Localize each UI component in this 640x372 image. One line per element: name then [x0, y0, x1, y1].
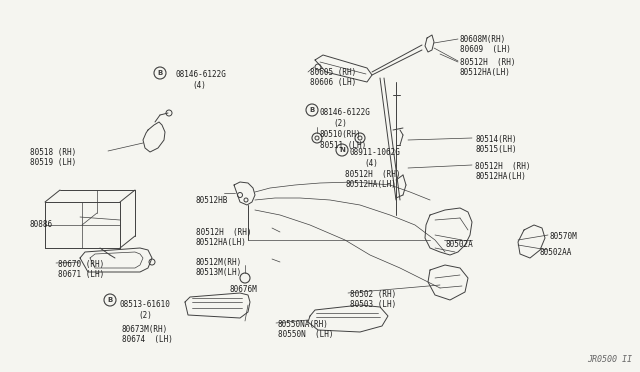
Text: 80518 (RH): 80518 (RH) [30, 148, 76, 157]
Text: 80519 (LH): 80519 (LH) [30, 158, 76, 167]
Text: (2): (2) [138, 311, 152, 320]
Text: 80609  (LH): 80609 (LH) [460, 45, 511, 54]
Text: 08146-6122G: 08146-6122G [176, 70, 227, 79]
Text: 80570M: 80570M [550, 232, 578, 241]
Text: 80512H  (RH): 80512H (RH) [475, 162, 531, 171]
Text: 80550NA(RH): 80550NA(RH) [278, 320, 329, 329]
Text: 80514(RH): 80514(RH) [475, 135, 516, 144]
Text: B: B [309, 107, 315, 113]
Text: 08146-6122G: 08146-6122G [320, 108, 371, 117]
Text: 80673M(RH): 80673M(RH) [122, 325, 168, 334]
Text: JR0500 II: JR0500 II [587, 355, 632, 364]
Text: 80886: 80886 [30, 220, 53, 229]
Text: 80512H  (RH): 80512H (RH) [345, 170, 401, 179]
Text: 80670 (RH): 80670 (RH) [58, 260, 104, 269]
Text: 08513-61610: 08513-61610 [120, 300, 171, 309]
Text: 80512H  (RH): 80512H (RH) [460, 58, 515, 67]
Text: 80515(LH): 80515(LH) [475, 145, 516, 154]
Text: 80550N  (LH): 80550N (LH) [278, 330, 333, 339]
Text: 80502AA: 80502AA [540, 248, 572, 257]
Text: 80513M(LH): 80513M(LH) [196, 268, 243, 277]
Text: 80503 (LH): 80503 (LH) [350, 300, 396, 309]
Text: 80512H  (RH): 80512H (RH) [196, 228, 252, 237]
Text: 80512HA(LH): 80512HA(LH) [475, 172, 526, 181]
Text: 80512HA(LH): 80512HA(LH) [196, 238, 247, 247]
Text: 80674  (LH): 80674 (LH) [122, 335, 173, 344]
Text: 80605 (RH): 80605 (RH) [310, 68, 356, 77]
Text: 80510(RH): 80510(RH) [320, 130, 362, 139]
Text: 08911-1062G: 08911-1062G [350, 148, 401, 157]
Text: 80512HA(LH): 80512HA(LH) [345, 180, 396, 189]
Text: 80676M: 80676M [230, 285, 258, 294]
Text: 80606 (LH): 80606 (LH) [310, 78, 356, 87]
Text: (2): (2) [333, 119, 347, 128]
Text: 80502A: 80502A [446, 240, 474, 249]
Text: N: N [339, 147, 345, 153]
Text: (4): (4) [364, 159, 378, 168]
Text: B: B [108, 297, 113, 303]
Text: 80511 (LH): 80511 (LH) [320, 141, 366, 150]
Text: 80502 (RH): 80502 (RH) [350, 290, 396, 299]
Text: 80512HB: 80512HB [196, 196, 228, 205]
Text: B: B [157, 70, 163, 76]
Text: (4): (4) [192, 81, 206, 90]
Text: 80608M(RH): 80608M(RH) [460, 35, 506, 44]
Text: 80512M(RH): 80512M(RH) [196, 258, 243, 267]
Text: 80512HA(LH): 80512HA(LH) [460, 68, 511, 77]
Text: 80671 (LH): 80671 (LH) [58, 270, 104, 279]
